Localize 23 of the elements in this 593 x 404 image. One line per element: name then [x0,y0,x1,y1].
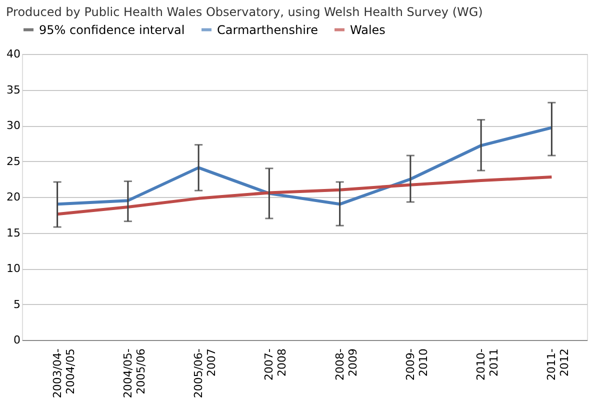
y-tick-label: 40 [6,48,20,60]
x-tick-label: 2007-2008 [262,348,289,380]
legend-label: Wales [350,22,386,37]
y-tick-label: 20 [6,190,20,204]
text: 95% confidence interval [39,22,185,37]
x-tick-label: 2011-2012 [545,348,572,380]
y-tick-label: 25 [6,154,20,168]
x-tick-label: 2005/06-2007 [192,348,218,398]
legend-label: Carmarthenshire [217,22,318,37]
x-tick-label: 2009-2010 [404,348,430,380]
x-tick-label: 2004/05-2005/06 [121,348,148,398]
y-tick-label: 30 [6,119,20,132]
y-tick-label: 35 [6,83,20,96]
y-tick-label: 5 [14,298,20,311]
text: Produced by Public Health Wales Observatory, using Welsh Health Survey (WG) [6,5,483,19]
line-series [56,175,554,216]
y-tick-label: 15 [6,226,20,240]
y-tick-label: 10 [6,262,20,275]
y-tick-label: 0 [14,334,20,346]
x-tick-label: 2008-2009 [333,348,360,380]
x-tick-label: 2003/04-2004/05 [50,348,77,398]
x-tick-label: 2010-2011 [474,348,501,380]
line-series [56,126,554,206]
